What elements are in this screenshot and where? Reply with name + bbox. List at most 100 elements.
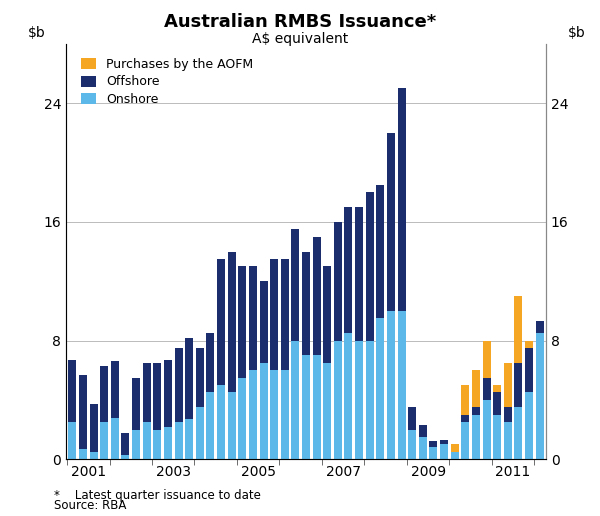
Bar <box>302 356 310 459</box>
Bar <box>366 341 374 459</box>
Bar <box>451 444 458 452</box>
Bar <box>185 419 193 459</box>
Bar <box>334 222 342 341</box>
Bar <box>185 337 193 419</box>
Bar <box>217 259 225 385</box>
Bar <box>482 341 491 378</box>
Bar <box>154 429 161 459</box>
Bar <box>270 259 278 370</box>
Bar <box>536 321 544 333</box>
Bar <box>344 207 352 333</box>
Bar <box>89 405 98 452</box>
Bar <box>440 444 448 459</box>
Bar <box>514 407 523 459</box>
Bar <box>504 363 512 407</box>
Bar <box>376 318 385 459</box>
Bar <box>68 422 76 459</box>
Bar <box>344 333 352 459</box>
Bar <box>461 415 469 422</box>
Text: *    Latest quarter issuance to date: * Latest quarter issuance to date <box>54 489 261 502</box>
Bar <box>376 185 385 318</box>
Bar <box>313 237 320 356</box>
Bar <box>281 259 289 370</box>
Bar <box>260 281 268 363</box>
Bar <box>79 449 87 459</box>
Bar <box>387 133 395 311</box>
Bar <box>227 393 236 459</box>
Bar <box>281 370 289 459</box>
Bar <box>164 427 172 459</box>
Bar <box>482 400 491 459</box>
Bar <box>206 393 214 459</box>
Bar <box>313 356 320 459</box>
Bar <box>238 266 246 378</box>
Bar <box>334 341 342 459</box>
Bar <box>270 370 278 459</box>
Bar <box>292 229 299 341</box>
Bar <box>419 437 427 459</box>
Bar <box>143 422 151 459</box>
Bar <box>100 422 108 459</box>
Bar <box>196 407 204 459</box>
Bar <box>525 393 533 459</box>
Bar <box>461 422 469 459</box>
Bar <box>493 385 501 393</box>
Bar <box>504 422 512 459</box>
Bar <box>292 341 299 459</box>
Bar <box>164 360 172 427</box>
Bar <box>440 440 448 444</box>
Bar <box>419 425 427 437</box>
Bar <box>154 363 161 429</box>
Bar <box>227 252 236 393</box>
Bar <box>302 252 310 356</box>
Bar <box>451 452 458 459</box>
Bar <box>175 422 182 459</box>
Bar <box>121 432 130 455</box>
Text: Source: RBA: Source: RBA <box>54 499 127 512</box>
Bar <box>100 366 108 422</box>
Bar <box>493 393 501 415</box>
Bar <box>355 341 363 459</box>
Bar <box>493 415 501 459</box>
Bar <box>68 360 76 422</box>
Bar <box>514 296 523 363</box>
Bar <box>387 311 395 459</box>
Bar <box>323 363 331 459</box>
Bar <box>111 361 119 418</box>
Bar <box>408 429 416 459</box>
Bar <box>132 378 140 429</box>
Bar <box>132 429 140 459</box>
Bar <box>260 363 268 459</box>
Bar <box>472 407 480 415</box>
Y-axis label: $b: $b <box>568 26 586 40</box>
Bar <box>111 418 119 459</box>
Bar <box>482 378 491 400</box>
Bar <box>79 375 87 449</box>
Bar <box>355 207 363 341</box>
Bar <box>430 442 437 447</box>
Bar <box>525 348 533 393</box>
Bar <box>89 452 98 459</box>
Bar <box>536 333 544 459</box>
Legend: Purchases by the AOFM, Offshore, Onshore: Purchases by the AOFM, Offshore, Onshore <box>77 54 257 109</box>
Bar <box>175 348 182 422</box>
Bar <box>398 88 406 311</box>
Text: Australian RMBS Issuance*: Australian RMBS Issuance* <box>164 13 436 31</box>
Bar <box>514 363 523 407</box>
Y-axis label: $b: $b <box>28 26 46 40</box>
Bar <box>504 407 512 422</box>
Bar <box>121 455 130 459</box>
Bar <box>525 341 533 348</box>
Bar <box>472 415 480 459</box>
Bar <box>206 333 214 393</box>
Bar <box>323 266 331 363</box>
Bar <box>249 370 257 459</box>
Bar <box>249 266 257 370</box>
Text: A$ equivalent: A$ equivalent <box>252 32 348 46</box>
Bar <box>217 385 225 459</box>
Bar <box>398 311 406 459</box>
Bar <box>430 447 437 459</box>
Bar <box>472 370 480 407</box>
Bar <box>461 385 469 415</box>
Bar <box>366 192 374 341</box>
